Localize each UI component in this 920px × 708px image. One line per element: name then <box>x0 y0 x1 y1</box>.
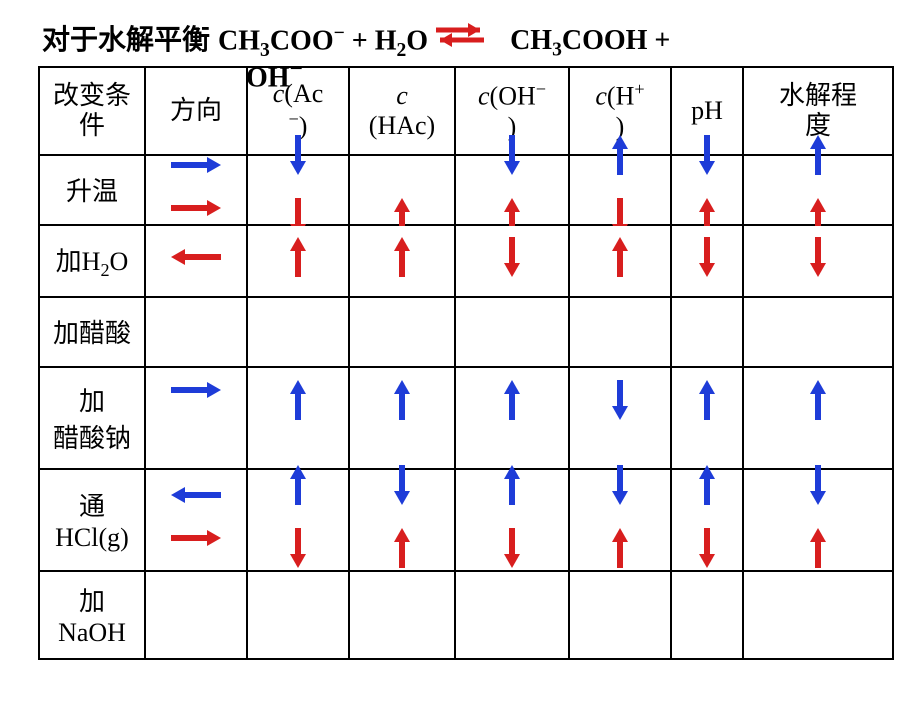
title-row: 对于水解平衡 CH3COO− + H2O CH3COOH + <box>0 18 920 62</box>
cell-通HCl-ac <box>247 469 349 571</box>
cell-加醋酸钠-ac <box>247 367 349 469</box>
equilibrium-arrow-icon <box>432 19 488 54</box>
label-加醋酸: 加醋酸 <box>39 297 145 367</box>
label-加NaOH: 加NaOH <box>39 571 145 659</box>
cell-加醋酸钠-hac <box>349 367 455 469</box>
row-加H2O: 加H2O <box>39 225 893 297</box>
cell-通HCl-deg <box>743 469 893 571</box>
row-升温: 升温 <box>39 155 893 225</box>
cell-加醋酸-hac <box>349 225 455 297</box>
cell-通HCl-dir <box>145 469 247 571</box>
cell-通HCl-h <box>569 469 671 571</box>
cell-加醋酸钠-ph <box>671 367 743 469</box>
label-通HCl: 通HCl(g) <box>39 469 145 571</box>
cell-加醋酸-dir <box>145 225 247 297</box>
cell-升温-ph <box>671 155 743 225</box>
cell-加醋酸钠-h <box>569 367 671 469</box>
cell-加醋酸钠-dir <box>145 367 247 469</box>
cell-加醋酸-oh <box>455 225 569 297</box>
equation-second-line: OH− <box>246 56 303 94</box>
cell-升温-oh <box>455 155 569 225</box>
row-加醋酸钠: 加醋酸钠 <box>39 367 893 469</box>
cell-加醋酸-ac <box>247 225 349 297</box>
row-加醋酸: 加醋酸 <box>39 297 893 367</box>
header-c-hac: c(HAc) <box>349 67 455 155</box>
row-通HCl: 通HCl(g) <box>39 469 893 571</box>
equation-right: CH3COOH + <box>510 25 670 62</box>
cell-升温-deg <box>743 155 893 225</box>
hydrolysis-table: 改变条件 方向 c(Ac−) c(HAc) c(OH−) c(H+) pH 水解… <box>38 66 894 660</box>
header-direction: 方向 <box>145 67 247 155</box>
cell-通HCl-oh <box>455 469 569 571</box>
cell-通HCl-hac <box>349 469 455 571</box>
header-condition: 改变条件 <box>39 67 145 155</box>
cell-升温-h <box>569 155 671 225</box>
cell-升温-hac <box>349 155 455 225</box>
row-加NaOH: 加NaOH <box>39 571 893 659</box>
cell-加醋酸-h <box>569 225 671 297</box>
cell-升温-dir <box>145 155 247 225</box>
cell-升温-ac <box>247 155 349 225</box>
cell-加醋酸钠-oh <box>455 367 569 469</box>
label-升温: 升温 <box>39 155 145 225</box>
cell-加醋酸-ph <box>671 225 743 297</box>
title-text: 对于水解平衡 <box>42 18 210 58</box>
cell-加醋酸钠-deg <box>743 367 893 469</box>
label-加醋酸钠: 加醋酸钠 <box>39 367 145 469</box>
label-加H2O: 加H2O <box>39 225 145 297</box>
slide-container: 对于水解平衡 CH3COO− + H2O CH3COOH + OH− 改变条件 … <box>0 0 920 708</box>
cell-加醋酸-deg <box>743 225 893 297</box>
cell-通HCl-ph <box>671 469 743 571</box>
